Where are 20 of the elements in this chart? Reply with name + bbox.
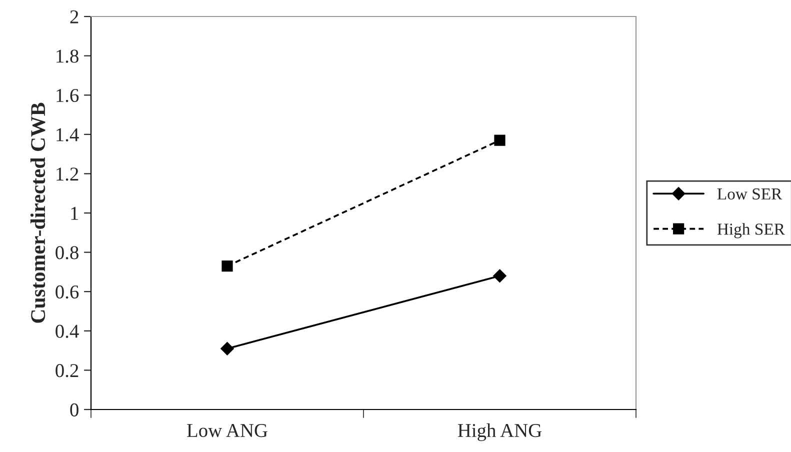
point bbox=[220, 342, 234, 356]
y-tick-label: 1.4 bbox=[56, 128, 79, 142]
y-tick-label: 1.2 bbox=[56, 168, 78, 181]
y-tick-label: 0.6 bbox=[56, 285, 79, 299]
x-tick-label: High ANG bbox=[458, 423, 542, 442]
legend-label: Low SER bbox=[717, 188, 782, 200]
y-tick-label: 1 bbox=[71, 206, 78, 220]
y-tick-label: 0.8 bbox=[56, 246, 78, 260]
y-tick-label: 0.4 bbox=[56, 324, 79, 338]
y-axis-title: Customer-directed CWB bbox=[30, 102, 46, 323]
y-tick-label: 1.8 bbox=[56, 50, 78, 63]
y-tick-label: 0 bbox=[70, 403, 78, 416]
y-tick-label: 0.2 bbox=[56, 364, 78, 378]
y-tick-label: 2 bbox=[70, 10, 78, 24]
point bbox=[493, 269, 506, 282]
y-tick-label: 1.6 bbox=[56, 88, 79, 102]
x-tick-label: Low ANG bbox=[187, 424, 268, 438]
point bbox=[222, 260, 233, 272]
point bbox=[494, 134, 506, 146]
legend-label: High SER bbox=[717, 223, 785, 238]
